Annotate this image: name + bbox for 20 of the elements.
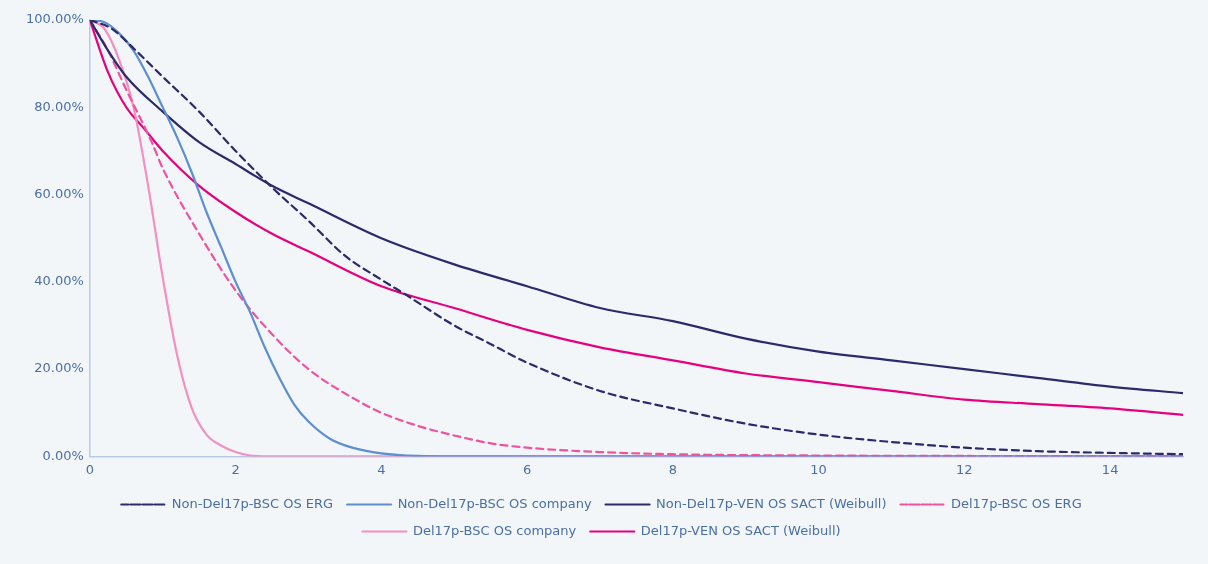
legend-label: Del17p-VEN OS SACT (Weibull)	[640, 522, 841, 538]
legend-label: Del17p-BSC OS company	[412, 522, 577, 538]
y-tick-label: 40.00%	[34, 273, 84, 289]
x-tick-label: 2	[231, 461, 240, 477]
x-tick-label: 14	[1101, 461, 1119, 477]
x-tick-label: 0	[85, 461, 94, 477]
y-tick-label: 60.00%	[34, 185, 84, 201]
legend-label: Del17p-BSC OS ERG	[950, 495, 1082, 511]
y-tick-label: 20.00%	[34, 360, 84, 376]
y-tick-label: 0.00%	[42, 447, 84, 463]
x-tick-label: 4	[377, 461, 386, 477]
x-tick-label: 6	[522, 461, 532, 477]
y-tick-label: 100.00%	[26, 11, 84, 27]
y-tick-label: 80.00%	[34, 98, 84, 114]
x-tick-label: 12	[956, 461, 973, 477]
x-tick-label: 8	[668, 461, 677, 477]
legend-label: Non-Del17p-BSC OS ERG	[171, 495, 334, 511]
x-tick-label: 10	[810, 461, 827, 477]
legend-label: Non-Del17p-VEN OS SACT (Weibull)	[656, 495, 887, 511]
legend-label: Non-Del17p-BSC OS company	[397, 495, 592, 511]
